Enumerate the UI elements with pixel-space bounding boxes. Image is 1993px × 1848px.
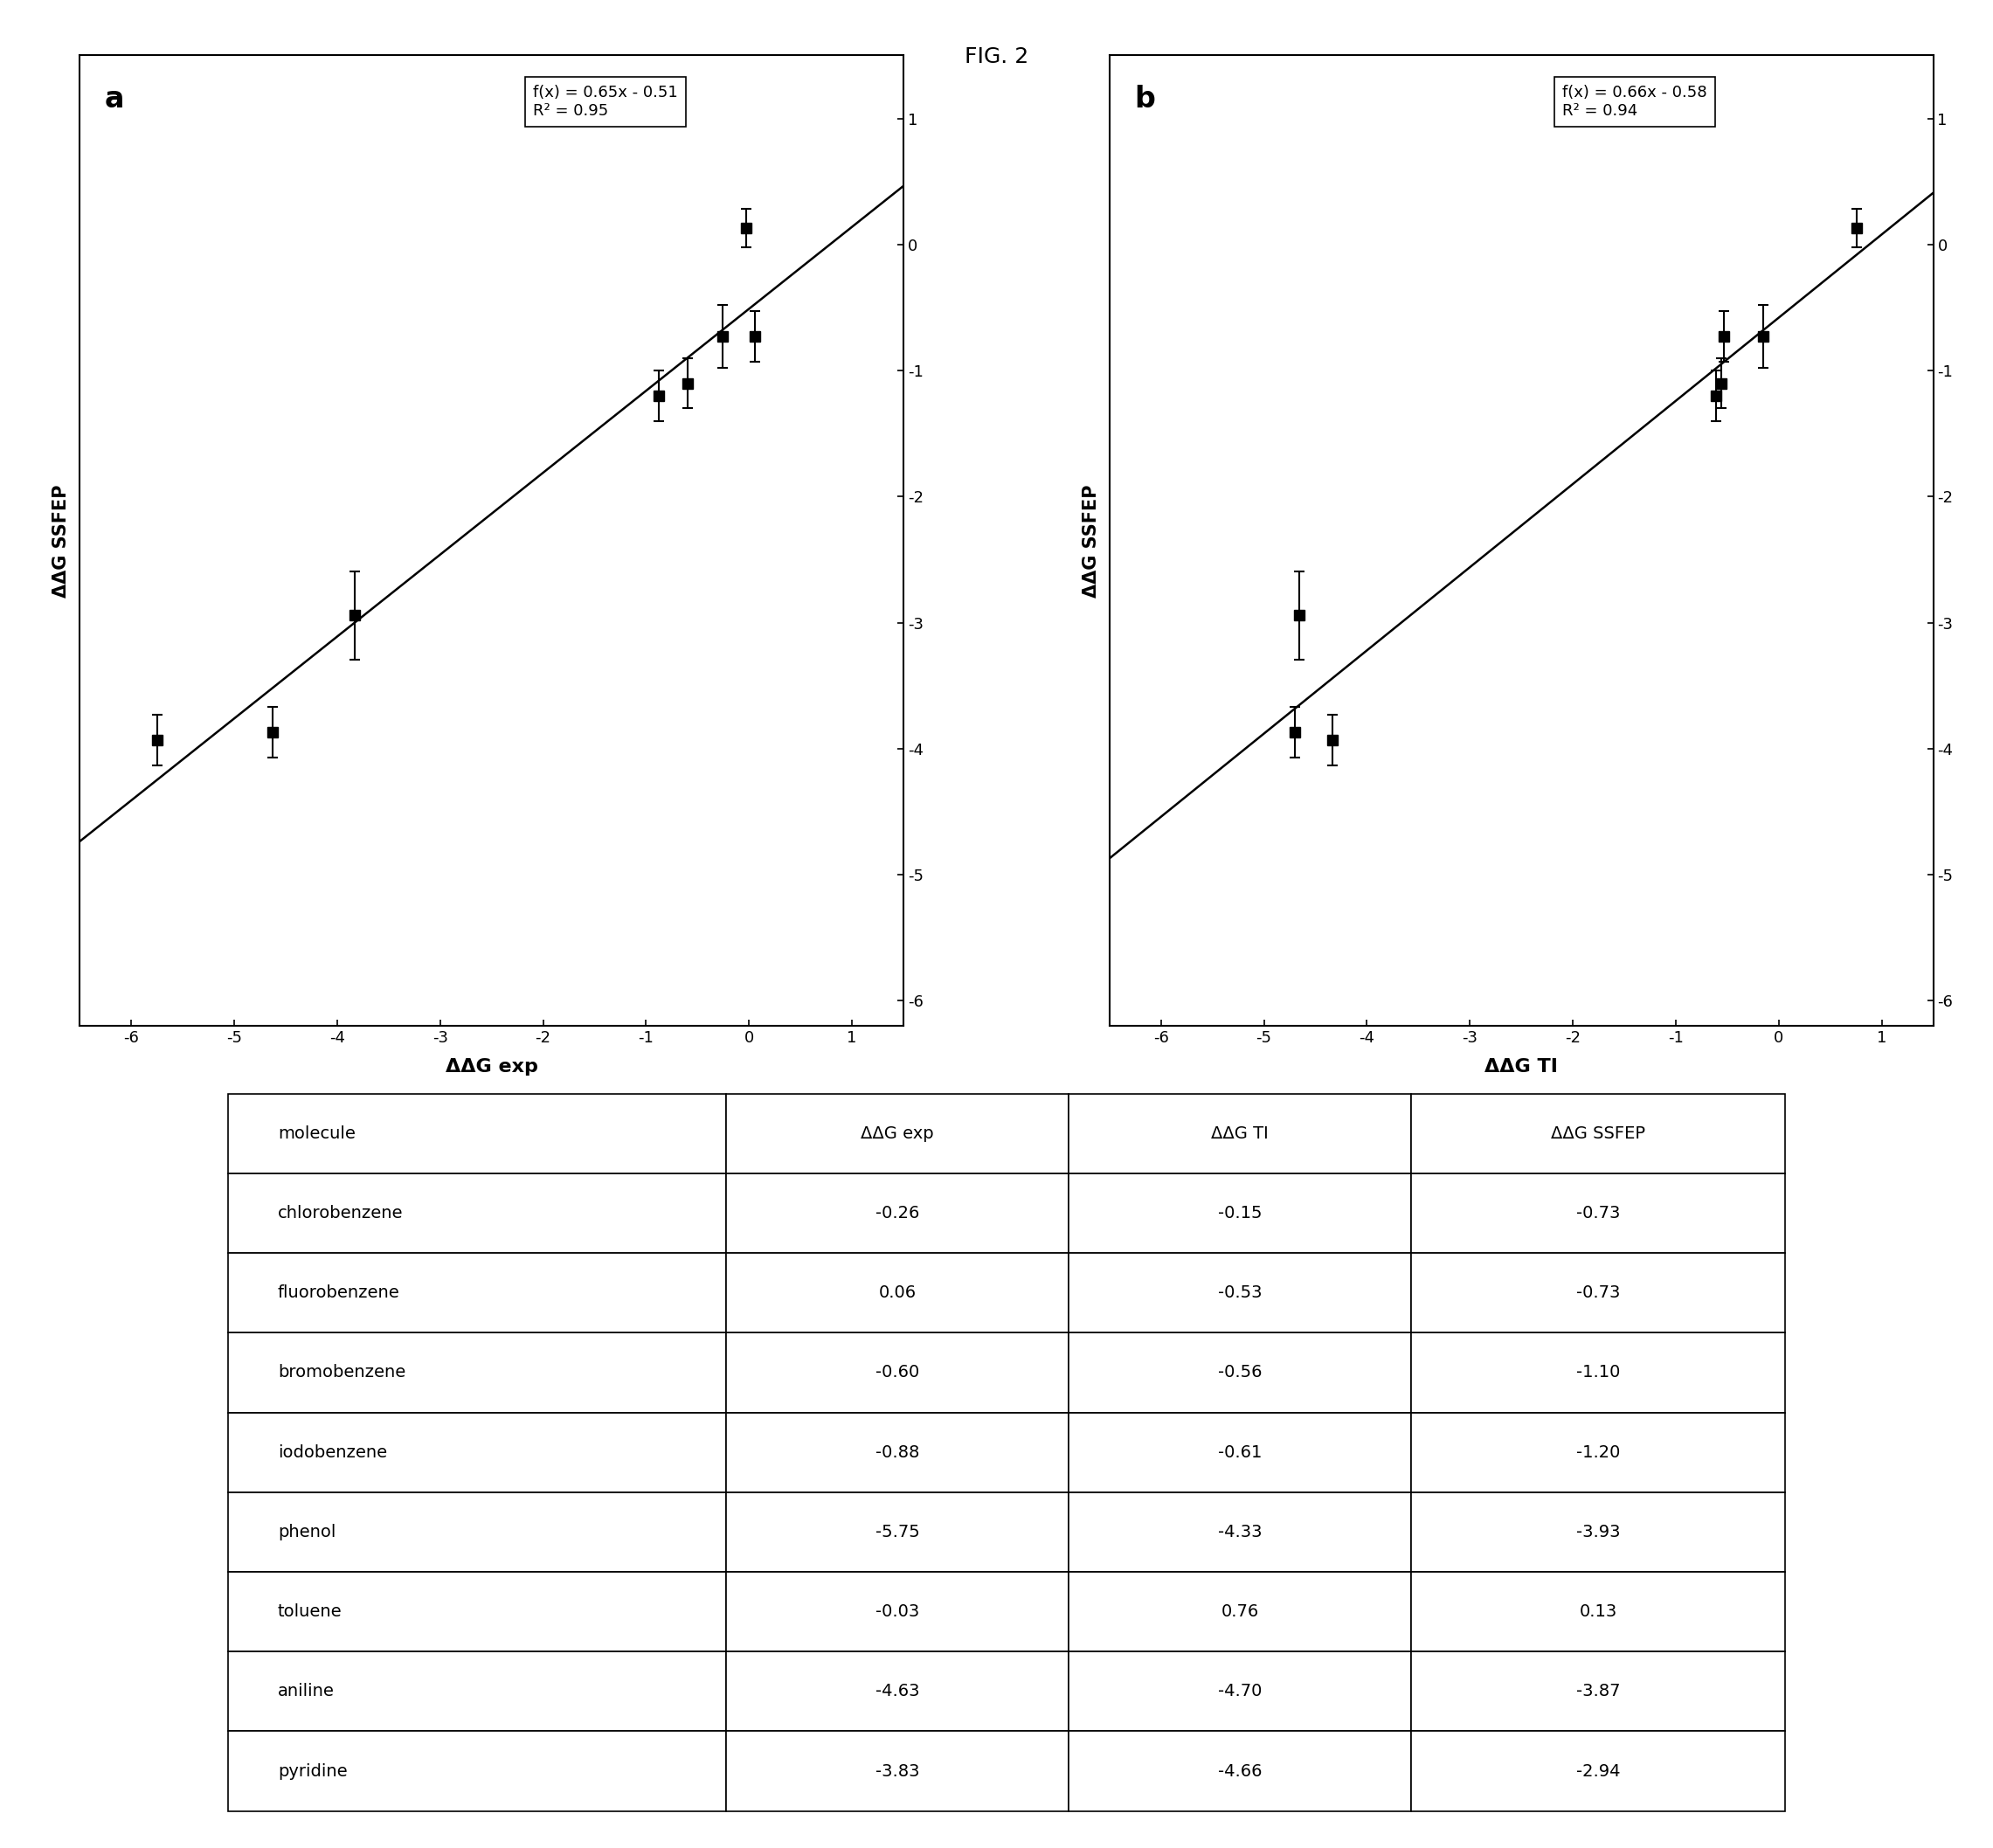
X-axis label: ΔΔG TI: ΔΔG TI [1485, 1059, 1559, 1076]
X-axis label: ΔΔG exp: ΔΔG exp [444, 1059, 538, 1076]
Text: f(x) = 0.65x - 0.51
R² = 0.95: f(x) = 0.65x - 0.51 R² = 0.95 [532, 85, 678, 118]
Text: f(x) = 0.66x - 0.58
R² = 0.94: f(x) = 0.66x - 0.58 R² = 0.94 [1563, 85, 1708, 118]
Text: b: b [1134, 85, 1156, 113]
Text: FIG. 2: FIG. 2 [965, 46, 1028, 67]
Y-axis label: ΔΔG SSFEP: ΔΔG SSFEP [1082, 484, 1100, 597]
Y-axis label: ΔΔG SSFEP: ΔΔG SSFEP [52, 484, 70, 597]
Text: a: a [104, 85, 124, 113]
